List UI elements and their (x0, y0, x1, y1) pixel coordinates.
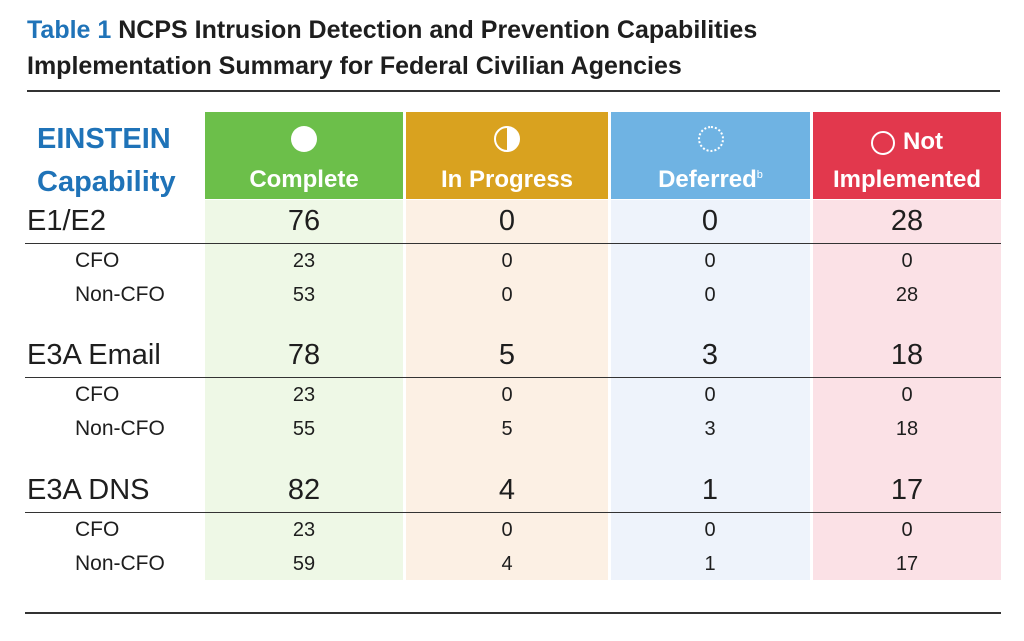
sub-row-cell: 0 (704, 384, 716, 406)
sub-row-cell: 28 (895, 284, 919, 306)
group-label: E3A DNS (27, 474, 150, 506)
group-total-cell: 3 (701, 339, 719, 371)
group-label: E1/E2 (27, 205, 106, 237)
header-not-implemented-line-1: Not (813, 128, 1001, 156)
header-not-implemented-label: Implemented (832, 166, 982, 193)
bottom-rule (25, 612, 1001, 614)
title-line-2: Implementation Summary for Federal Civil… (27, 52, 682, 80)
header-in-progress-label: In Progress (440, 166, 574, 193)
sub-row-label: Non-CFO (75, 283, 165, 306)
sub-row-cell: 0 (901, 250, 913, 272)
sub-row-cell: 0 (901, 519, 913, 541)
group-total-cell: 28 (890, 205, 924, 237)
sub-row-cell: 0 (501, 519, 513, 541)
header-in-progress: In Progress (406, 112, 608, 199)
sub-row-cell: 0 (704, 519, 716, 541)
header-deferred: Deferredb (611, 112, 810, 199)
sub-row-cell: 17 (895, 553, 919, 575)
sub-row-label: CFO (75, 383, 120, 406)
sub-row-cell: 0 (901, 384, 913, 406)
group-total-cell: 17 (890, 474, 924, 506)
sub-row-label: CFO (75, 518, 120, 541)
sub-row-cell: 0 (501, 250, 513, 272)
dotted-circle-icon (697, 126, 724, 152)
capability-header-line-2: Capability (37, 166, 176, 198)
sub-row-cell: 4 (501, 553, 513, 575)
header-not-implemented: Not Implemented (813, 112, 1001, 199)
group-divider (25, 512, 1001, 513)
table-number: Table 1 (27, 16, 112, 44)
table-title: Table 1 NCPS Intrusion Detection and Pre… (27, 12, 757, 84)
half-circle-icon (494, 126, 520, 152)
sub-row-cell: 59 (292, 553, 316, 575)
header-deferred-text: Deferred (658, 166, 757, 193)
title-text-1: NCPS Intrusion Detection and Prevention … (118, 16, 758, 44)
sub-row-cell: 23 (292, 384, 316, 406)
complete-column-bg (205, 200, 403, 580)
sub-row-cell: 23 (292, 519, 316, 541)
sub-row-cell: 0 (501, 384, 513, 406)
group-divider (25, 243, 1001, 244)
title-line-1: Table 1 NCPS Intrusion Detection and Pre… (27, 12, 757, 48)
top-rule (27, 90, 1000, 92)
group-label: E3A Email (27, 339, 161, 371)
sub-row-cell: 53 (292, 284, 316, 306)
header-deferred-label: Deferredb (611, 161, 810, 194)
sub-row-cell: 23 (292, 250, 316, 272)
sub-row-label: Non-CFO (75, 552, 165, 575)
sub-row-cell: 18 (895, 418, 919, 440)
group-total-cell: 78 (287, 339, 321, 371)
header-complete-label: Complete (249, 166, 359, 193)
in-progress-column-bg (406, 200, 608, 580)
header-deferred-footnote: b (756, 169, 763, 181)
group-total-cell: 0 (701, 205, 719, 237)
group-total-cell: 0 (498, 205, 516, 237)
group-total-cell: 1 (701, 474, 719, 506)
sub-row-cell: 3 (704, 418, 716, 440)
deferred-column-bg (611, 200, 810, 580)
header-not-label: Not (903, 128, 943, 155)
sub-row-cell: 55 (292, 418, 316, 440)
group-total-cell: 18 (890, 339, 924, 371)
group-divider (25, 377, 1001, 378)
not-implemented-column-bg (813, 200, 1001, 580)
group-total-cell: 82 (287, 474, 321, 506)
sub-row-label: Non-CFO (75, 417, 165, 440)
group-total-cell: 4 (498, 474, 516, 506)
sub-row-cell: 0 (704, 250, 716, 272)
filled-circle-icon (291, 126, 317, 152)
header-complete: Complete (205, 112, 403, 199)
sub-row-cell: 0 (501, 284, 513, 306)
sub-row-label: CFO (75, 249, 120, 272)
group-total-cell: 5 (498, 339, 516, 371)
sub-row-cell: 1 (704, 553, 716, 575)
group-total-cell: 76 (287, 205, 321, 237)
capability-header: EINSTEIN Capability (37, 118, 176, 204)
capability-header-line-1: EINSTEIN (37, 123, 171, 155)
sub-row-cell: 0 (704, 284, 716, 306)
open-circle-icon (871, 130, 895, 155)
sub-row-cell: 5 (501, 418, 513, 440)
